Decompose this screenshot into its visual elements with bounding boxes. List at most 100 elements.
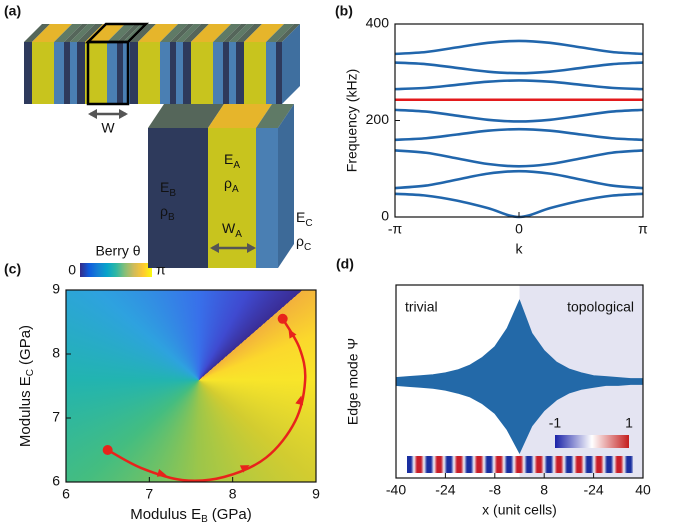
illustration [24, 22, 300, 268]
panel-label: (a) [4, 3, 21, 19]
subscript: A [235, 229, 242, 240]
axis-label: Modulus EB (GPa) [130, 506, 252, 525]
layer-face [183, 42, 191, 104]
layer-face [276, 42, 282, 104]
layer-top [229, 24, 254, 42]
colorbar [555, 435, 629, 448]
cell-width-label: W [101, 120, 115, 136]
x-tick-label: 6 [62, 486, 70, 502]
panel-label: (c) [4, 261, 21, 277]
subscript: A [233, 160, 240, 171]
y-tick-label: 8 [52, 345, 60, 361]
layer-face [266, 42, 276, 104]
direction-arrow [288, 328, 297, 339]
layer-face [70, 42, 77, 104]
axis-label: Modulus EC (GPa) [17, 325, 36, 447]
layer-top [70, 24, 95, 42]
band-line [394, 169, 644, 190]
mode-strip [407, 456, 633, 473]
modulus-label: EA [224, 151, 240, 171]
layer-top [54, 24, 82, 42]
layer-top [160, 24, 188, 42]
layer-top [276, 24, 300, 42]
subscript: B [169, 188, 176, 199]
layer-face [138, 42, 160, 104]
x-tick-label: 9 [312, 486, 320, 502]
layer-top [176, 24, 201, 42]
x-tick-label: -24 [435, 482, 455, 498]
panel-label: (b) [335, 3, 353, 19]
layer-top [223, 24, 247, 42]
axes-box [65, 289, 317, 483]
direction-arrow [295, 395, 304, 406]
layer-top [170, 24, 194, 42]
colorbar-tick-label: 1 [625, 415, 633, 431]
block-side [282, 24, 300, 104]
x-tick-label: -40 [386, 482, 406, 498]
unit: (GPa) [17, 325, 34, 365]
arrow-head [210, 243, 219, 253]
y-tick-label: 9 [52, 281, 60, 297]
trajectory [107, 318, 307, 482]
layer-face [54, 42, 64, 104]
layer-face [117, 42, 123, 104]
modulus-label: EB [160, 179, 176, 199]
layer-top [130, 24, 156, 42]
symbol: W [222, 220, 236, 236]
layer-face [24, 42, 32, 104]
layer-face [191, 42, 213, 104]
subscript: A [232, 184, 239, 195]
block-side [278, 104, 294, 268]
y-tick-label: 200 [366, 111, 390, 127]
layer-face [77, 42, 85, 104]
layer-top [266, 24, 294, 42]
panel-label: (d) [336, 256, 354, 272]
symbol: E [160, 179, 169, 195]
annotation: trivial [405, 299, 438, 315]
colorbar [80, 263, 152, 277]
layer-face [107, 42, 117, 104]
unit: (GPa) [212, 506, 252, 523]
layer-top [77, 24, 103, 42]
axis-label: Edge mode Ψ [345, 338, 361, 425]
layer-face [244, 42, 266, 104]
annotation: topological [567, 299, 634, 315]
layer-top [236, 24, 262, 42]
layer-face [223, 42, 229, 104]
density-label: ρB [160, 203, 175, 223]
symbol: E [296, 209, 305, 225]
x-tick-label: -24 [583, 482, 603, 498]
subscript: C [305, 218, 312, 229]
cell-outline [84, 22, 150, 44]
direction-arrow [156, 469, 167, 477]
x-tick-label: 8 [229, 486, 237, 502]
layer-top [85, 24, 125, 42]
band-line [394, 108, 644, 123]
layer-face [64, 42, 70, 104]
arrow-head [88, 109, 97, 119]
subscript: B [201, 514, 208, 525]
layer-top [208, 104, 272, 128]
band-line [394, 127, 644, 142]
label-text: Modulus E [130, 506, 201, 523]
density-label: ρA [224, 175, 239, 195]
axis-label: Frequency (kHz) [344, 69, 360, 172]
symbol: ρ [224, 175, 232, 191]
layer-top [138, 24, 178, 42]
axis-label: k [516, 241, 524, 257]
layer-top [64, 24, 88, 42]
layer-face [148, 128, 208, 268]
layer-face [213, 42, 223, 104]
layer-top [32, 24, 72, 42]
layer-face [32, 42, 54, 104]
label-text: Modulus E [17, 376, 34, 447]
layer-face [123, 42, 130, 104]
mode-envelope [395, 381, 644, 455]
layer-top [107, 24, 135, 42]
subscript: C [304, 242, 311, 253]
layer-top [183, 24, 209, 42]
x-tick-label: 40 [635, 482, 651, 498]
band-line [394, 79, 644, 91]
